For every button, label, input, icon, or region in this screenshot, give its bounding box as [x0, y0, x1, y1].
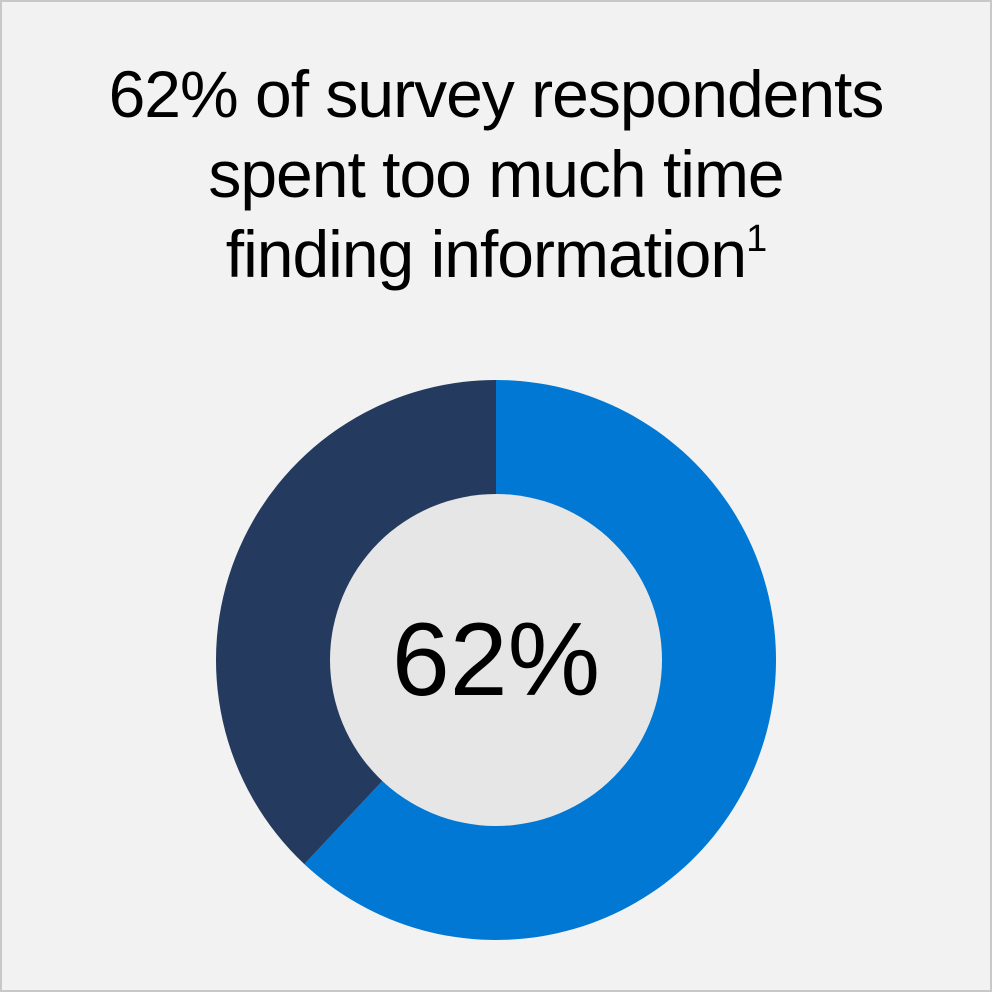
- title-line-1: 62% of survey respondents: [108, 57, 885, 131]
- center-value-label: 62%: [392, 602, 600, 718]
- title-line-2: spent too much time: [208, 137, 784, 211]
- title-line-3-text: finding information: [225, 217, 747, 291]
- title-line-3: finding information1: [2, 214, 990, 294]
- footnote-marker: 1: [746, 218, 767, 260]
- chart-title: 62% of survey respondents spent too much…: [2, 54, 990, 294]
- donut-hole: [330, 494, 662, 826]
